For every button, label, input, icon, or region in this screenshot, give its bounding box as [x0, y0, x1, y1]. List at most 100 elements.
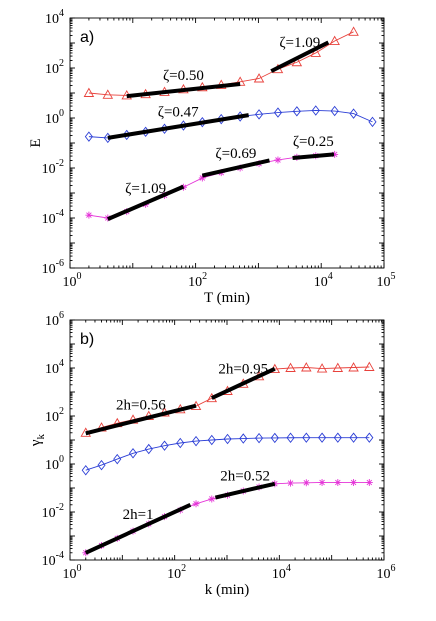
y-tick-label-base: 10: [45, 112, 59, 127]
x-tick-label: 102: [188, 271, 207, 290]
data-point-star: [271, 480, 279, 488]
data-point-diamond: [286, 432, 295, 443]
x-tick-label-exp: 4: [328, 271, 333, 282]
data-point-diamond: [311, 105, 320, 116]
x-tick-label-exp: 0: [77, 563, 82, 574]
y-tick-label-exp: 2: [59, 58, 64, 69]
x-tick-label: 104: [314, 271, 333, 290]
fit-annotation: ζ=0.69: [215, 146, 256, 162]
x-tick-label-exp: 5: [391, 271, 396, 282]
data-point-star: [85, 211, 93, 219]
data-point-diamond: [223, 433, 232, 445]
y-tick-label-base: 10: [42, 262, 56, 277]
plot-frame: [69, 319, 385, 561]
x-tick-label-base: 10: [272, 567, 286, 582]
data-point-triangle: [332, 362, 344, 372]
fit-annotation: ζ=1.09: [279, 35, 320, 51]
y-tick-label-base: 10: [42, 212, 56, 227]
x-axis-label: T (min): [204, 290, 250, 306]
x-tick-label: 105: [377, 271, 396, 290]
y-tick-label-exp: 0: [59, 454, 64, 465]
y-tick-label: 102: [45, 58, 64, 77]
y-tick-label: 10-2: [42, 158, 64, 177]
data-point-diamond: [254, 432, 264, 444]
data-point-diamond: [292, 106, 301, 117]
data-point-diamond: [317, 432, 327, 443]
data-point-star: [198, 174, 206, 182]
data-point-diamond: [113, 453, 122, 465]
y-axis-label-base: γ: [28, 439, 44, 447]
x-tick-label-base: 10: [314, 275, 328, 290]
y-tick-label-exp: -4: [56, 550, 64, 561]
data-point-star: [208, 495, 216, 503]
data-point-star: [192, 500, 200, 508]
y-tick-label: 104: [45, 358, 64, 377]
data-point-diamond: [81, 464, 90, 476]
data-point-star: [350, 478, 358, 486]
y-tick-label-exp: -2: [56, 502, 64, 513]
y-axis-label-sub: k: [35, 433, 47, 439]
data-point-triangle: [301, 362, 312, 372]
data-point-star: [302, 479, 310, 487]
y-tick-label: 100: [45, 108, 64, 127]
data-point-diamond: [191, 435, 201, 447]
y-tick-label-exp: 4: [59, 8, 64, 19]
y-tick-label: 100: [45, 454, 64, 473]
x-tick-label-exp: 0: [77, 271, 82, 282]
data-point-triangle: [329, 35, 340, 45]
plot-frame: [69, 17, 385, 269]
fit-line: [85, 403, 197, 436]
y-tick-label-base: 10: [45, 362, 59, 377]
fit-annotation: 2h=0.52: [220, 469, 270, 485]
y-tick-label: 10-4: [42, 208, 64, 227]
y-tick-label: 104: [45, 8, 64, 27]
data-point-triangle: [253, 73, 265, 83]
data-point-diamond: [128, 448, 138, 459]
x-axis-label: k (min): [205, 582, 250, 598]
y-axis-label: E: [28, 138, 44, 147]
data-point-star: [318, 478, 326, 486]
fit-line: [201, 158, 270, 178]
fit-annotation: ζ=0.25: [293, 134, 334, 150]
x-tick-label-base: 10: [63, 567, 77, 582]
data-point-diamond: [84, 131, 93, 142]
data-point-star: [287, 479, 295, 487]
data-point-triangle: [364, 361, 375, 371]
data-point-star: [331, 150, 339, 158]
data-point-diamond: [207, 434, 216, 446]
y-tick-label-exp: -2: [56, 158, 64, 169]
y-tick-label: 10-6: [42, 258, 64, 277]
x-tick-label-base: 10: [63, 275, 77, 290]
data-point-diamond: [97, 459, 106, 471]
y-tick-label-base: 10: [45, 458, 59, 473]
data-point-triangle: [310, 47, 322, 57]
panel-label: a): [80, 29, 94, 46]
fit-annotation: 2h=0.95: [218, 361, 268, 377]
data-point-diamond: [270, 432, 279, 444]
y-tick-label-base: 10: [42, 162, 56, 177]
fit-line: [292, 152, 335, 161]
y-tick-label-base: 10: [42, 506, 56, 521]
data-point-triangle: [316, 363, 328, 373]
y-tick-label-base: 10: [42, 554, 56, 569]
series-line: [85, 437, 370, 471]
data-point-diamond: [273, 107, 283, 118]
data-point-star: [274, 156, 282, 164]
y-tick-label-base: 10: [45, 410, 59, 425]
x-tick-label: 104: [272, 563, 291, 582]
y-tick-label-base: 10: [45, 12, 59, 27]
y-tick-label-exp: 2: [59, 406, 64, 417]
y-tick-label: 10-4: [42, 550, 64, 569]
data-point-diamond: [254, 109, 264, 120]
x-tick-label-exp: 4: [286, 563, 291, 574]
y-tick-label-exp: -6: [56, 258, 64, 269]
x-tick-label: 102: [167, 563, 186, 582]
x-tick-label: 100: [63, 271, 82, 290]
data-point-diamond: [302, 432, 311, 443]
x-tick-label-base: 10: [188, 275, 202, 290]
fit-annotation: ζ=1.09: [125, 181, 166, 197]
data-point-triangle: [291, 56, 303, 67]
fit-line: [270, 40, 330, 73]
data-point-triangle: [285, 362, 296, 372]
